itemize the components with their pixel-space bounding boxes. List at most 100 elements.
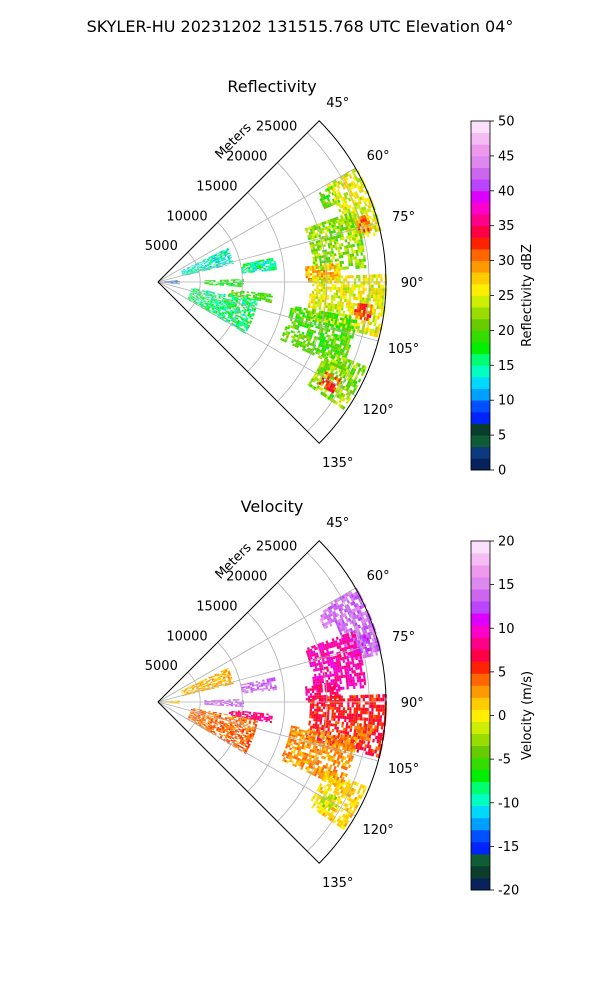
echo-cell (350, 181, 354, 186)
echo-cell (229, 305, 232, 308)
echo-cell (325, 748, 329, 752)
echo-cell (331, 728, 335, 732)
echo-cell (342, 627, 346, 631)
echo-cell (357, 186, 361, 191)
echo-cell (331, 659, 334, 663)
echo-cell (317, 716, 321, 720)
echo-cell (321, 392, 326, 397)
echo-cell (245, 306, 248, 309)
echo-cell (358, 207, 363, 212)
echo-cell (310, 651, 314, 655)
echo-cell (184, 688, 188, 690)
echo-cell (363, 681, 367, 686)
echo-cell (357, 606, 361, 611)
echo-cell (355, 682, 358, 686)
echo-cell (329, 804, 333, 809)
echo-cell (330, 810, 335, 815)
echo-cell (329, 706, 332, 710)
reflectivity-panel: Reflectivity45°60°75°90°105°120°135°5000… (145, 77, 535, 479)
echo-cell (333, 753, 337, 757)
echo-cell (249, 265, 253, 267)
echo-cell (292, 326, 295, 329)
echo-cell (236, 306, 239, 309)
echo-cell (296, 757, 300, 761)
echo-cell (295, 315, 298, 318)
echo-cell (354, 380, 358, 385)
echo-cell (248, 269, 251, 272)
echo-cell (230, 702, 233, 705)
echo-cell (314, 678, 318, 682)
echo-cell (327, 387, 331, 392)
echo-cell (309, 715, 312, 719)
echo-cell (294, 339, 297, 342)
echo-cell (208, 299, 211, 301)
echo-cell (324, 240, 328, 244)
echo-cell (292, 336, 296, 339)
echo-cell (254, 267, 257, 270)
echo-cell (216, 301, 220, 303)
echo-cell (316, 729, 319, 732)
echo-cell (186, 272, 189, 274)
echo-cell (315, 681, 318, 685)
echo-cell (230, 303, 233, 305)
echo-cell (295, 313, 299, 316)
echo-cell (208, 309, 212, 312)
colorbar-segment (471, 190, 490, 203)
echo-cell (254, 264, 257, 267)
echo-cell (206, 283, 209, 285)
echo-cell (219, 284, 222, 286)
echo-cell (350, 192, 354, 197)
echo-cell (306, 647, 310, 651)
echo-cell (192, 297, 195, 299)
echo-cell (293, 748, 297, 752)
echo-cell (308, 722, 311, 726)
echo-cell (335, 325, 339, 329)
echo-cell (232, 704, 236, 706)
echo-cell (350, 247, 354, 251)
echo-cell (315, 770, 319, 775)
echo-cell (377, 295, 380, 299)
echo-cell (315, 377, 320, 382)
echo-cell (217, 263, 221, 265)
echo-cell (241, 294, 245, 297)
echo-cell (290, 725, 294, 728)
echo-cell (334, 655, 338, 659)
colorbar-segment (471, 132, 490, 145)
echo-cell (188, 691, 191, 693)
echo-cell (297, 743, 301, 746)
echo-cell (224, 700, 227, 702)
echo-cell (309, 342, 313, 346)
echo-cell (351, 736, 354, 740)
echo-cell (333, 238, 336, 242)
echo-cell (181, 271, 184, 273)
echo-cell (248, 711, 252, 714)
echo-cell (322, 269, 326, 273)
echo-cell (319, 772, 323, 776)
echo-cell (313, 248, 316, 252)
echo-cell (319, 334, 322, 339)
colorbar-label: Reflectivity dBZ (520, 244, 535, 347)
echo-cell (244, 301, 247, 304)
echo-cell (221, 679, 224, 682)
echo-cell (186, 267, 189, 269)
echo-cell (301, 729, 304, 733)
colorbar-segment (471, 446, 490, 459)
echo-cell (342, 772, 346, 777)
echo-cell (201, 304, 204, 307)
echo-cell (219, 293, 222, 296)
echo-cell (341, 613, 345, 618)
echo-cell (213, 683, 216, 685)
echo-cell (340, 243, 344, 247)
echo-cell (336, 241, 339, 245)
echo-cell (341, 233, 344, 238)
echo-cell (247, 297, 250, 300)
echo-cell (372, 214, 376, 219)
echo-cell (328, 373, 332, 377)
echo-cell (355, 603, 360, 607)
echo-cell (243, 311, 246, 314)
echo-cell (252, 295, 256, 297)
echo-cell (326, 375, 331, 380)
echo-cell (331, 266, 334, 270)
echo-cell (352, 224, 356, 228)
echo-cell (326, 314, 330, 318)
